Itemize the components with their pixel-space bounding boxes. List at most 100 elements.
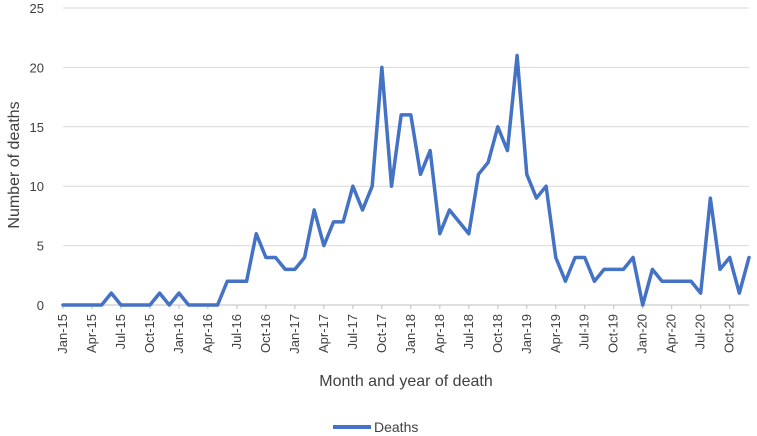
data-point xyxy=(429,149,432,152)
data-point xyxy=(438,232,441,235)
series-line-deaths xyxy=(61,53,751,307)
data-point xyxy=(322,244,325,247)
x-tick-label-Jul-18: Jul-18 xyxy=(461,314,476,349)
data-point xyxy=(690,280,693,283)
y-tick-label-20: 20 xyxy=(30,60,44,75)
x-tick-label-Jan-19: Jan-19 xyxy=(519,314,534,354)
x-tick-label-Jan-17: Jan-17 xyxy=(287,314,302,354)
data-point xyxy=(487,161,490,164)
data-point xyxy=(139,304,142,307)
data-point xyxy=(651,268,654,271)
data-point xyxy=(235,280,238,283)
data-point xyxy=(361,208,364,211)
x-tick-label-Oct-15: Oct-15 xyxy=(142,314,157,353)
data-point xyxy=(293,268,296,271)
data-point xyxy=(371,185,374,188)
data-point xyxy=(264,256,267,259)
data-point xyxy=(525,173,528,176)
y-tick-label-5: 5 xyxy=(37,239,44,254)
data-point xyxy=(748,256,751,259)
y-tick-label-15: 15 xyxy=(30,120,44,135)
data-point xyxy=(448,208,451,211)
x-tick-label-Apr-18: Apr-18 xyxy=(432,314,447,353)
x-tick-label-Oct-20: Oct-20 xyxy=(722,314,737,353)
data-point xyxy=(380,66,383,69)
x-tick-label-Oct-16: Oct-16 xyxy=(258,314,273,353)
y-axis-title: Number of deaths xyxy=(6,101,23,228)
legend-label-deaths: Deaths xyxy=(374,419,418,435)
data-point xyxy=(158,292,161,295)
data-point xyxy=(670,280,673,283)
data-point xyxy=(274,256,277,259)
x-tick-label-Oct-17: Oct-17 xyxy=(374,314,389,353)
data-point xyxy=(245,280,248,283)
x-tick-label-Jan-18: Jan-18 xyxy=(403,314,418,354)
data-point xyxy=(612,268,615,271)
data-point xyxy=(564,280,567,283)
x-tick-label-Apr-19: Apr-19 xyxy=(548,314,563,353)
x-tick-label-Jan-15: Jan-15 xyxy=(55,314,70,354)
data-point xyxy=(81,304,84,307)
data-point xyxy=(719,268,722,271)
data-point xyxy=(390,185,393,188)
data-point xyxy=(516,54,519,57)
x-tick-label-Apr-20: Apr-20 xyxy=(664,314,679,353)
data-point xyxy=(62,304,65,307)
data-point xyxy=(458,220,461,223)
data-point xyxy=(332,220,335,223)
data-point xyxy=(313,208,316,211)
data-point xyxy=(187,304,190,307)
data-point xyxy=(255,232,258,235)
data-point xyxy=(496,125,499,128)
x-tick-label-Apr-16: Apr-16 xyxy=(200,314,215,353)
data-point xyxy=(284,268,287,271)
x-axis-title: Month and year of death xyxy=(319,373,492,390)
x-tick-label-Jan-20: Jan-20 xyxy=(635,314,650,354)
data-point xyxy=(303,256,306,259)
data-point xyxy=(477,173,480,176)
data-point xyxy=(699,292,702,295)
data-point xyxy=(400,113,403,116)
data-point xyxy=(342,220,345,223)
data-point xyxy=(100,304,103,307)
y-tick-label-25: 25 xyxy=(30,1,44,16)
data-point xyxy=(148,304,151,307)
data-point xyxy=(593,280,596,283)
data-point xyxy=(680,280,683,283)
series-layer xyxy=(61,53,751,307)
x-tick-label-Apr-17: Apr-17 xyxy=(316,314,331,353)
data-point xyxy=(583,256,586,259)
data-point xyxy=(661,280,664,283)
data-point xyxy=(419,173,422,176)
data-point xyxy=(728,256,731,259)
data-point xyxy=(168,304,171,307)
data-point xyxy=(574,256,577,259)
data-point xyxy=(603,268,606,271)
x-tick-label-Jul-20: Jul-20 xyxy=(693,314,708,349)
x-tick-label-Apr-15: Apr-15 xyxy=(84,314,99,353)
data-point xyxy=(90,304,93,307)
y-axis-ticks: 0 5 10 15 20 25 xyxy=(30,1,44,313)
data-point xyxy=(641,304,644,307)
y-tick-label-10: 10 xyxy=(30,179,44,194)
x-axis-ticks: Jan-15 Apr-15 Jul-15 Oct-15 Jan-16 Apr-16 Jul-… xyxy=(55,305,737,354)
data-point xyxy=(409,113,412,116)
data-point xyxy=(709,197,712,200)
data-point xyxy=(545,185,548,188)
data-point xyxy=(226,280,229,283)
data-point xyxy=(110,292,113,295)
grid-lines xyxy=(63,7,749,306)
data-point xyxy=(129,304,132,307)
data-point xyxy=(119,304,122,307)
data-point xyxy=(197,304,200,307)
legend: Deaths xyxy=(333,419,418,435)
x-tick-label-Jul-16: Jul-16 xyxy=(229,314,244,349)
data-point xyxy=(632,256,635,259)
data-point xyxy=(351,185,354,188)
data-point xyxy=(506,149,509,152)
x-tick-label-Oct-19: Oct-19 xyxy=(606,314,621,353)
x-tick-label-Jan-16: Jan-16 xyxy=(171,314,186,354)
data-point xyxy=(206,304,209,307)
